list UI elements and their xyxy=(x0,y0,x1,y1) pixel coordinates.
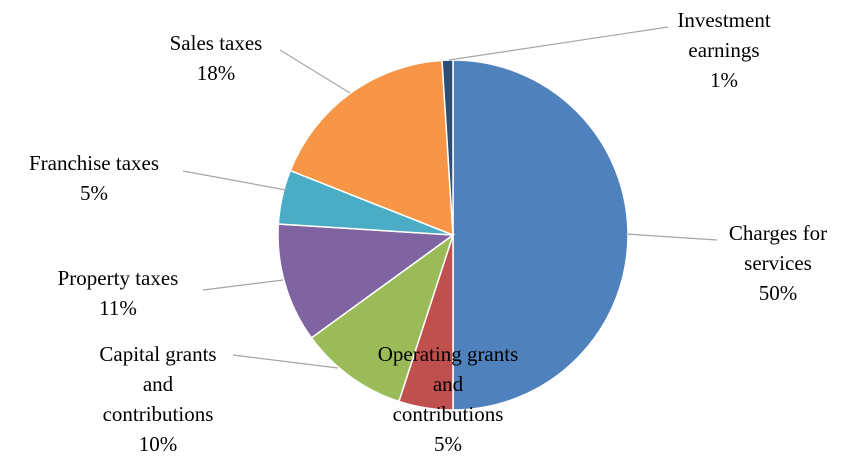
data-label-charges-for-services: Charges for services 50% xyxy=(729,221,827,305)
data-label-franchise-taxes: Franchise taxes 5% xyxy=(29,151,159,205)
data-label-name-line: Franchise taxes xyxy=(29,151,159,175)
data-label-percent: 11% xyxy=(99,296,137,320)
leader-line-investment-earnings xyxy=(448,26,669,61)
data-label-name-line: earnings xyxy=(688,38,759,62)
slices-layer xyxy=(277,59,629,411)
leader-lines-layer xyxy=(182,26,718,369)
leader-line-capital-grants-and-contributions xyxy=(232,354,339,369)
data-label-name-line: services xyxy=(744,251,812,275)
data-label-investment-earnings: Investment earnings 1% xyxy=(677,8,770,92)
data-label-name-line: Operating grants xyxy=(378,342,519,366)
data-label-name-line: and xyxy=(143,372,174,396)
data-label-name-line: Property taxes xyxy=(58,266,179,290)
data-label-operating-grants-and-contributions: Operating grants and contributions 5% xyxy=(378,342,519,456)
data-label-percent: 10% xyxy=(139,432,178,456)
data-label-name-line: Sales taxes xyxy=(170,31,263,55)
data-label-name-line: Charges for xyxy=(729,221,827,245)
pie-slice-charges-for-services xyxy=(452,59,629,411)
pie-slice-capital-grants-and-contributions xyxy=(310,233,455,403)
data-label-name-line: Investment xyxy=(677,8,770,32)
data-label-property-taxes: Property taxes 11% xyxy=(58,266,179,320)
pie-slice-sales-taxes xyxy=(289,59,454,237)
data-label-name-line: and xyxy=(433,372,464,396)
leader-line-property-taxes xyxy=(202,279,284,291)
data-label-percent: 50% xyxy=(759,281,798,305)
data-labels-layer: Charges for services 50% Operating grants an… xyxy=(29,8,827,456)
data-label-percent: 5% xyxy=(80,181,108,205)
data-label-name-line: Capital grants xyxy=(99,342,216,366)
leader-line-franchise-taxes xyxy=(182,170,287,191)
data-label-percent: 18% xyxy=(197,61,236,85)
data-label-name-line: contributions xyxy=(393,402,504,426)
data-label-name-line: contributions xyxy=(103,402,214,426)
data-label-sales-taxes: Sales taxes 18% xyxy=(170,31,263,85)
data-label-percent: 5% xyxy=(434,432,462,456)
data-label-capital-grants-and-contributions: Capital grants and contributions 10% xyxy=(99,342,216,456)
pie-slice-property-taxes xyxy=(277,223,456,339)
leader-line-charges-for-services xyxy=(625,233,718,241)
leader-line-sales-taxes xyxy=(279,49,351,94)
data-label-percent: 1% xyxy=(710,68,738,92)
